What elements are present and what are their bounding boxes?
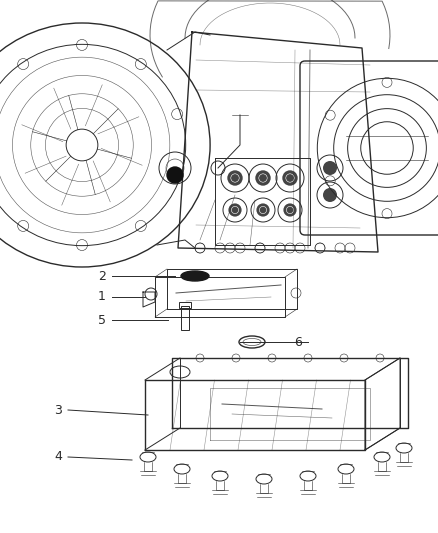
Circle shape bbox=[256, 204, 270, 216]
Circle shape bbox=[283, 171, 298, 185]
Bar bbox=[179, 302, 191, 308]
Circle shape bbox=[323, 188, 337, 202]
Bar bbox=[181, 306, 189, 330]
Circle shape bbox=[227, 171, 243, 185]
Text: 4: 4 bbox=[54, 450, 62, 464]
Text: 6: 6 bbox=[294, 335, 302, 349]
Text: 2: 2 bbox=[98, 270, 106, 282]
Circle shape bbox=[323, 161, 337, 175]
Text: 5: 5 bbox=[98, 313, 106, 327]
Text: 1: 1 bbox=[98, 290, 106, 303]
Circle shape bbox=[283, 204, 297, 216]
Circle shape bbox=[255, 171, 271, 185]
Text: 3: 3 bbox=[54, 403, 62, 416]
Circle shape bbox=[228, 204, 242, 216]
Circle shape bbox=[167, 167, 183, 183]
Ellipse shape bbox=[181, 271, 209, 281]
